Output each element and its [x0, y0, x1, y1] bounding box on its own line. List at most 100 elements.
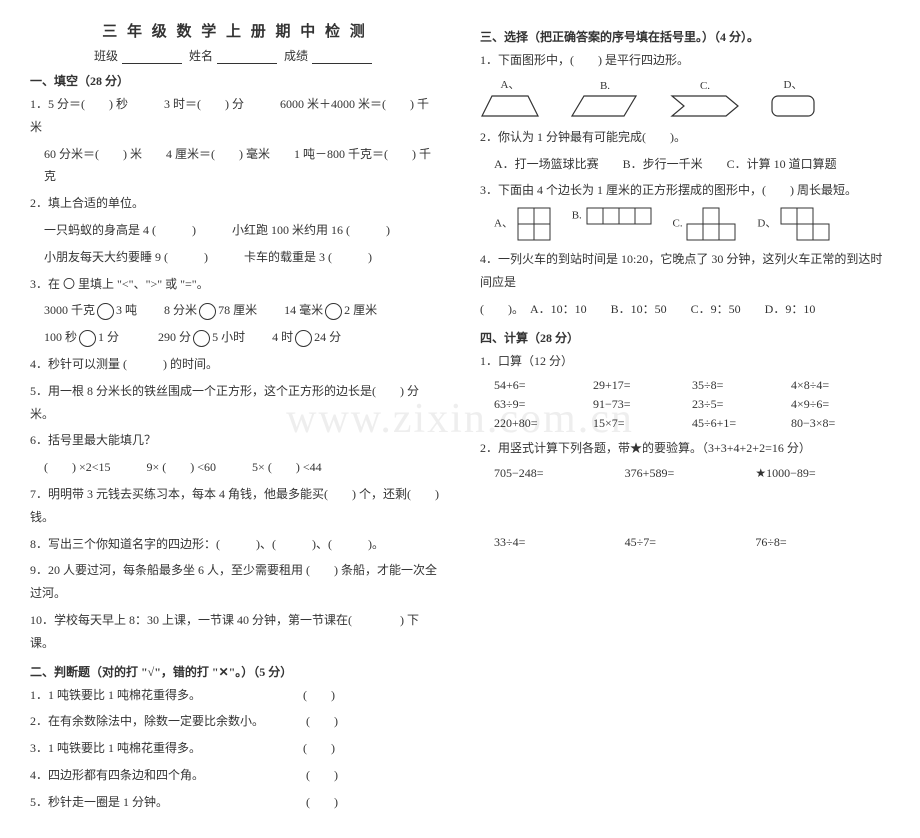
r-q3: 3．下面由 4 个边长为 1 厘米的正方形摆成的图形中，( ) 周长最短。 [480, 179, 890, 202]
blank-class[interactable] [122, 51, 182, 64]
q3b1: 8 分米 [164, 303, 197, 317]
q3d2: 1 分 [98, 330, 119, 344]
arrow-shape-icon [670, 92, 740, 120]
r-q1: 1．下面图形中，( ) 是平行四边形。 [480, 49, 890, 72]
q3c2: 2 厘米 [344, 303, 377, 317]
shape-a: A、 [480, 76, 540, 120]
label-a2: A、 [494, 218, 513, 230]
circle-icon[interactable] [199, 303, 216, 320]
q7: 7．明明带 3 元钱去买练习本，每本 4 角钱，他最多能买( ) 个，还剩( )… [30, 483, 440, 529]
calc-item: 63÷9= [494, 397, 593, 412]
calc-item: 23÷5= [692, 397, 791, 412]
j4: 4．四边形都有四条边和四个角。 ( ) [30, 764, 440, 787]
q1a: 1．5 分＝( ) 秒 3 时＝( ) 分 6000 米＋4000 米＝( ) … [30, 93, 440, 139]
section-2: 二、判断题（对的打 "√"，错的打 "✕"。）（5 分） [30, 663, 440, 680]
calc-item: 4×9÷6= [791, 397, 890, 412]
label-c2: C. [673, 218, 683, 230]
r-q4: 4．一列火车的到站时间是 10:20，它晚点了 30 分钟，这列火车正常的到达时… [480, 248, 890, 294]
section-1: 一、填空（28 分） [30, 72, 440, 89]
q3-row1: 3000 千克3 吨 8 分米78 厘米 14 毫米2 厘米 [30, 299, 440, 322]
work-space [480, 483, 890, 533]
label-class: 班级 [94, 49, 118, 63]
v2: 376+589= [625, 466, 756, 481]
opt-c: C. [673, 206, 738, 242]
r-q2: 2．你认为 1 分钟最有可能完成( )。 [480, 126, 890, 149]
calc-item: 54+6= [494, 378, 593, 393]
opt-a: A、 [494, 206, 552, 242]
label-b: B. [600, 80, 610, 92]
right-column: 三、选择（把正确答案的序号填在括号里。）（4 分）。 1．下面图形中，( ) 是… [480, 20, 890, 818]
shape-d: D、 [770, 76, 816, 120]
circle-icon[interactable] [79, 330, 96, 347]
calc-item: 4×8÷4= [791, 378, 890, 393]
label-name: 姓名 [189, 49, 213, 63]
label-a: A、 [501, 79, 520, 91]
shape-c: C. [670, 80, 740, 120]
j2: 2．在有余数除法中，除数一定要比余数小。 ( ) [30, 710, 440, 733]
q2a: 一只蚂蚁的身高是 4 ( ) 小红跑 100 米约用 16 ( ) [30, 219, 440, 242]
shape-b: B. [570, 80, 640, 120]
circle-icon[interactable] [97, 303, 114, 320]
q6a: ( ) ×2<15 9× ( ) <60 5× ( ) <44 [30, 456, 440, 479]
q1b: 60 分米＝( ) 米 4 厘米＝( ) 毫米 1 吨－800 千克＝( ) 千… [30, 143, 440, 189]
calc-grid: 54+6= 29+17= 35÷8= 4×8÷4= 63÷9= 91−73= 2… [480, 376, 890, 433]
v1: 705−248= [494, 466, 625, 481]
tshape-icon [685, 206, 737, 242]
calc-item: 220+80= [494, 416, 593, 431]
blank-name[interactable] [217, 51, 277, 64]
circle-icon[interactable] [193, 330, 210, 347]
q2b: 小朋友每天大约要睡 9 ( ) 卡车的载重是 3 ( ) [30, 246, 440, 269]
q3a2: 3 吨 [116, 303, 137, 317]
q3c1: 14 毫米 [284, 303, 323, 317]
q3e2: 5 小时 [212, 330, 245, 344]
label-b2: B. [572, 210, 582, 222]
page-title: 三 年 级 数 学 上 册 期 中 检 测 [30, 20, 440, 41]
j5: 5．秒针走一圈是 1 分钟。 ( ) [30, 791, 440, 814]
vert-row2: 33÷4= 45÷7= 76÷8= [480, 533, 890, 552]
circle-icon[interactable] [295, 330, 312, 347]
parallelogram-icon [570, 92, 640, 120]
blank-score[interactable] [312, 51, 372, 64]
q3-row2: 100 秒1 分 290 分5 小时 4 时24 分 [30, 326, 440, 349]
q2: 2．填上合适的单位。 [30, 192, 440, 215]
q3b2: 78 厘米 [218, 303, 257, 317]
label-d2: D、 [757, 218, 776, 230]
calc-item: 45÷6+1= [692, 416, 791, 431]
opt-b: B. [572, 206, 653, 242]
c2: 2．用竖式计算下列各题，带★的要验算。（3+3+4+2+2=16 分） [480, 437, 890, 460]
left-column: 三 年 级 数 学 上 册 期 中 检 测 班级 姓名 成绩 一、填空（28 分… [30, 20, 440, 818]
row-shape-icon [585, 206, 653, 226]
info-line: 班级 姓名 成绩 [30, 47, 440, 64]
calc-item: 29+17= [593, 378, 692, 393]
opt-d: D、 [757, 206, 831, 242]
section-4: 四、计算（28 分） [480, 329, 890, 346]
page-columns: 三 年 级 数 学 上 册 期 中 检 测 班级 姓名 成绩 一、填空（28 分… [30, 20, 890, 818]
r-q2a: A．打一场篮球比赛 B．步行一千米 C．计算 10 道口算题 [480, 153, 890, 176]
vert-row1: 705−248= 376+589= ★1000−89= [480, 464, 890, 483]
c1: 1．口算（12 分） [480, 350, 890, 373]
lshape-icon [516, 206, 552, 242]
calc-item: 35÷8= [692, 378, 791, 393]
calc-item: 80−3×8= [791, 416, 890, 431]
v6: 76÷8= [755, 535, 886, 550]
v4: 33÷4= [494, 535, 625, 550]
q5: 5．用一根 8 分米长的铁丝围成一个正方形，这个正方形的边长是( ) 分米。 [30, 380, 440, 426]
q3d1: 100 秒 [44, 330, 77, 344]
section-3: 三、选择（把正确答案的序号填在括号里。）（4 分）。 [480, 28, 890, 45]
trapezoid-icon [480, 92, 540, 120]
shapes-row-1: A、 B. C. D、 [480, 76, 890, 120]
v5: 45÷7= [625, 535, 756, 550]
q10: 10．学校每天早上 8：30 上课，一节课 40 分钟，第一节课在( ) 下课。 [30, 609, 440, 655]
q9: 9．20 人要过河，每条船最多坐 6 人，至少需要租用 ( ) 条船，才能一次全… [30, 559, 440, 605]
j3: 3．1 吨铁要比 1 吨棉花重得多。 ( ) [30, 737, 440, 760]
label-score: 成绩 [284, 49, 308, 63]
r-q4b: ( )。 A．10：10 B．10：50 C．9：50 D．9：10 [480, 298, 890, 321]
q3e1: 290 分 [158, 330, 191, 344]
v3: ★1000−89= [755, 466, 886, 481]
circle-icon[interactable] [325, 303, 342, 320]
q3: 3．在 〇 里填上 "<"、">" 或 "="。 [30, 273, 440, 296]
shapes-row-2: A、 B. C. [480, 206, 890, 242]
q6: 6．括号里最大能填几？ [30, 429, 440, 452]
j1: 1．1 吨铁要比 1 吨棉花重得多。 ( ) [30, 684, 440, 707]
zshape-icon [779, 206, 831, 242]
